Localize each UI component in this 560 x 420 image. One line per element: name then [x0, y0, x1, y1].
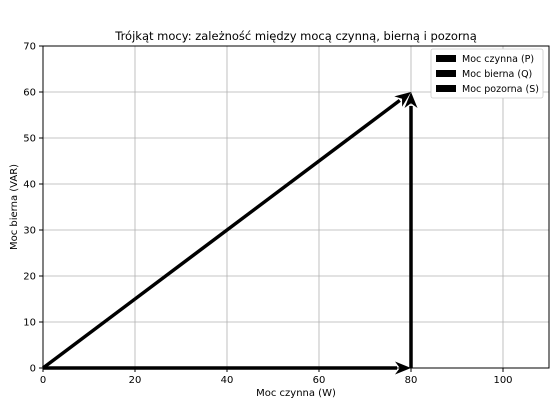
legend-swatch	[436, 70, 456, 77]
vector-arrowhead	[404, 92, 418, 108]
y-tick-label: 40	[23, 180, 36, 191]
plot-frame	[42, 45, 550, 369]
x-axis-label: Moc czynna (W)	[256, 388, 336, 399]
x-tick-label: 0	[40, 375, 46, 386]
y-axis-label: Moc bierna (VAR)	[9, 164, 20, 250]
legend-label: Moc czynna (P)	[462, 54, 534, 65]
y-tick-label: 30	[23, 226, 36, 237]
legend-swatch	[436, 85, 456, 92]
legend: Moc czynna (P) Moc bierna (Q) Moc pozorna …	[430, 48, 544, 99]
y-tick-label: 70	[23, 42, 36, 53]
x-tick-label: 20	[129, 375, 142, 386]
vector-2	[41, 92, 411, 370]
y-tick-label: 0	[30, 364, 36, 375]
legend-label: Moc bierna (Q)	[462, 69, 532, 80]
vector-1	[404, 92, 418, 368]
chart-title: Trójkąt mocy: zależność między mocą czyn…	[114, 29, 477, 43]
axis-ticks: 0 20 40 60 80 100 0 10 20 30 40 50 60 70	[23, 42, 512, 387]
y-tick-label: 10	[23, 318, 36, 329]
x-tick-label: 40	[221, 375, 234, 386]
y-tick-label: 20	[23, 272, 36, 283]
y-tick-label: 50	[23, 134, 36, 145]
vectors	[41, 92, 418, 375]
legend-box	[430, 48, 544, 99]
x-tick-label: 60	[313, 375, 326, 386]
y-tick-label: 60	[23, 88, 36, 99]
legend-label: Moc pozorna (S)	[462, 84, 539, 95]
x-tick-label: 100	[493, 375, 512, 386]
legend-swatch	[436, 55, 456, 62]
vector-arrowhead	[394, 92, 411, 107]
vector-shaft	[41, 99, 401, 370]
x-tick-label: 80	[405, 375, 418, 386]
